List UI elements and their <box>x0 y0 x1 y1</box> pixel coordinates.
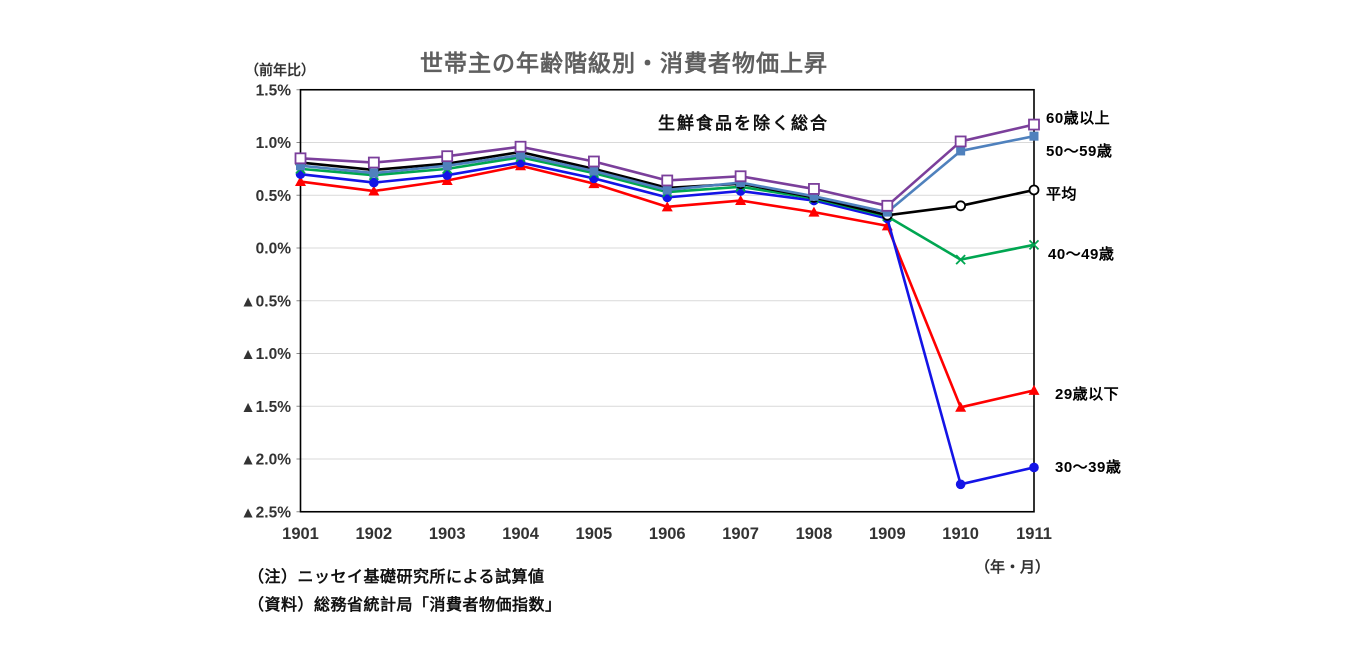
note-source-1: （注）ニッセイ基礎研究所による試算値 <box>248 569 545 586</box>
legend-label-average: 平均 <box>1046 186 1078 203</box>
data-point-marker <box>882 207 892 217</box>
data-point-marker <box>295 176 306 187</box>
y-tick-label: ▲2.5% <box>240 504 291 521</box>
y-tick-label: ▲1.5% <box>240 399 291 416</box>
data-point-marker <box>956 146 966 156</box>
y-tick-label: 1.5% <box>256 82 292 99</box>
data-point-marker <box>1028 239 1040 250</box>
data-point-marker <box>661 201 673 212</box>
y-axis-unit-label: （前年比） <box>245 62 315 78</box>
data-point-marker <box>588 155 600 168</box>
y-tick-label: 1.0% <box>256 135 292 152</box>
note-source-2: （資料）総務省統計局「消費者物価指数」 <box>248 597 562 614</box>
x-tick-label: 1907 <box>722 525 759 543</box>
y-tick-label: ▲0.5% <box>240 293 291 310</box>
x-tick-label: 1903 <box>429 525 466 543</box>
data-point-marker <box>955 479 966 490</box>
legend-label-age-over60: 60歳以上 <box>1046 110 1111 127</box>
x-tick-label: 1901 <box>282 525 319 543</box>
data-point-marker <box>295 169 306 179</box>
data-point-marker <box>369 177 379 188</box>
data-point-marker <box>516 150 526 160</box>
x-tick-label: 1902 <box>355 525 392 543</box>
legend-label-age-30-39: 30〜39歳 <box>1055 459 1122 476</box>
data-point-marker <box>735 195 747 206</box>
data-point-marker <box>954 135 967 148</box>
x-tick-label: 1906 <box>649 525 686 543</box>
data-point-marker <box>294 152 307 165</box>
data-point-marker <box>1028 384 1040 395</box>
chart-annotation: 生鮮食品を除く総合 <box>658 114 829 133</box>
data-point-marker <box>809 191 819 201</box>
data-point-marker <box>955 401 967 412</box>
x-tick-label: 1904 <box>502 525 540 543</box>
x-tick-label: 1910 <box>942 525 979 543</box>
data-point-marker <box>808 206 820 217</box>
data-point-marker <box>1029 462 1039 473</box>
x-axis-unit-label: （年・月） <box>975 559 1051 576</box>
data-point-marker <box>736 178 746 188</box>
data-point-marker <box>1028 118 1040 131</box>
data-point-marker <box>734 170 747 183</box>
data-point-marker <box>589 166 599 176</box>
y-tick-label: 0.5% <box>256 188 292 205</box>
data-point-marker <box>367 156 380 169</box>
data-point-marker <box>1029 131 1039 141</box>
data-point-marker <box>955 254 966 265</box>
legend-label-age-40-49: 40〜49歳 <box>1048 246 1115 263</box>
data-point-marker <box>662 185 672 195</box>
x-tick-label: 1911 <box>1016 525 1052 543</box>
legend-label-age-under29: 29歳以下 <box>1055 386 1120 403</box>
y-tick-label: ▲1.0% <box>240 346 291 363</box>
chart-title: 世帯主の年齢階級別・消費者物価上昇 <box>420 50 828 76</box>
y-tick-label: 0.0% <box>256 241 292 258</box>
data-point-marker <box>661 174 674 187</box>
data-point-marker <box>442 161 452 171</box>
data-point-marker <box>369 168 379 178</box>
data-point-marker <box>955 200 967 212</box>
data-point-marker <box>441 150 454 163</box>
x-tick-label: 1908 <box>796 525 833 543</box>
data-point-marker <box>442 170 453 181</box>
data-point-marker <box>1028 184 1040 196</box>
x-tick-label: 1905 <box>576 525 613 543</box>
plot-border <box>299 88 1035 513</box>
y-tick-label: ▲2.0% <box>240 452 291 469</box>
data-point-marker <box>514 140 527 153</box>
legend-label-age-50-59: 50〜59歳 <box>1046 143 1113 160</box>
data-point-marker <box>881 199 894 212</box>
data-point-marker <box>296 161 305 171</box>
data-point-marker <box>368 185 380 196</box>
data-point-marker <box>808 183 820 195</box>
x-tick-label: 1909 <box>869 525 906 543</box>
